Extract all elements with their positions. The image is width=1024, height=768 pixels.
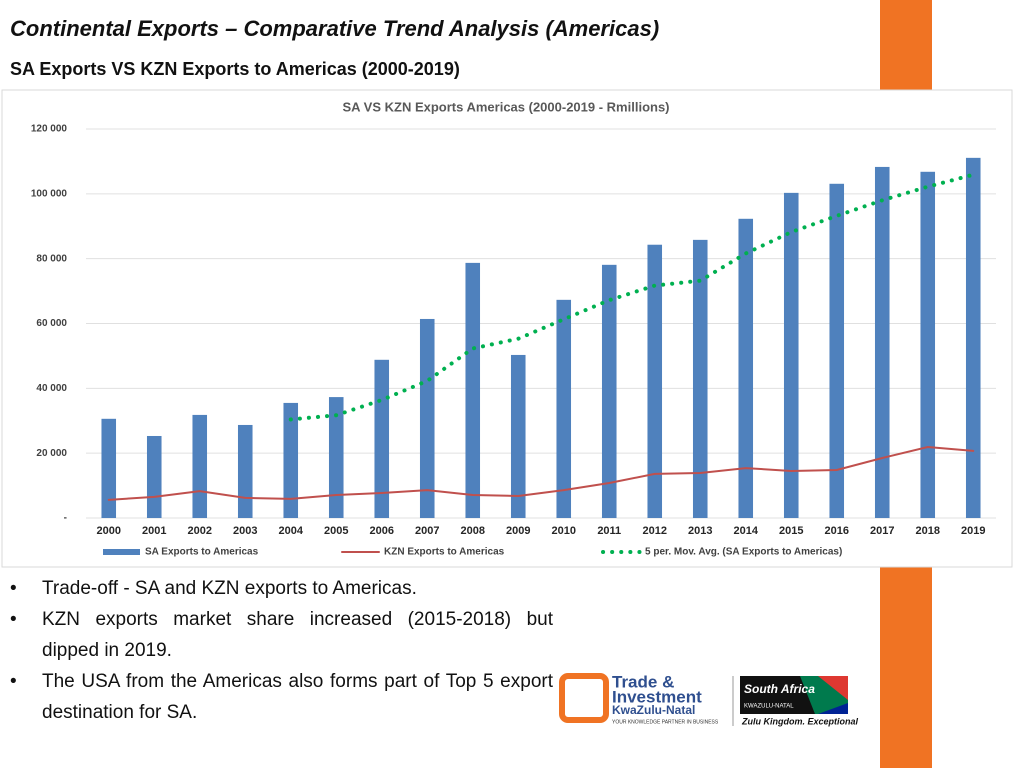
logo-text: Zulu Kingdom. Exceptional: [741, 716, 859, 726]
x-tick-label: 2001: [142, 525, 166, 537]
x-tick-label: 2011: [597, 525, 621, 537]
bar: [647, 244, 663, 519]
y-tick-label: 80 000: [36, 253, 67, 264]
bullet: The USA from the Americas also forms par…: [8, 666, 553, 728]
slide-subtitle: SA Exports VS KZN Exports to Americas (2…: [10, 59, 460, 79]
x-tick-label: 2012: [643, 525, 667, 537]
bar: [192, 414, 208, 518]
bar: [237, 424, 253, 518]
bar: [419, 318, 435, 518]
bar: [556, 299, 572, 518]
x-tick-label: 2007: [415, 525, 439, 537]
logo-text: YOUR KNOWLEDGE PARTNER IN BUSINESS: [612, 719, 719, 725]
bar: [601, 264, 617, 518]
x-tick-label: 2014: [734, 525, 759, 537]
x-tick-label: 2013: [688, 525, 712, 537]
legend-swatch: [103, 549, 140, 555]
logos: Trade & Investment KwaZulu-Natal YOUR KN…: [559, 672, 859, 726]
bar: [465, 262, 481, 518]
y-tick-label: 40 000: [36, 383, 67, 394]
x-tick-label: 2002: [188, 525, 212, 537]
flag: [818, 703, 848, 714]
x-tick-label: 2009: [506, 525, 530, 537]
y-tick-label: 20 000: [36, 448, 67, 459]
flag: [800, 676, 848, 714]
bar: [146, 435, 162, 518]
x-tick-label: 2019: [961, 525, 985, 537]
x-tick-label: 2010: [552, 525, 576, 537]
x-tick-label: 2016: [825, 525, 849, 537]
bar: [510, 354, 526, 518]
logo-text: KWAZULU-NATAL: [744, 704, 794, 710]
bar: [101, 418, 117, 518]
chart-frame: [1, 89, 1013, 568]
logo-text: South Africa: [744, 682, 815, 696]
logo-text: Trade &: [612, 672, 674, 691]
x-tick-label: 2008: [461, 525, 485, 537]
bar: [783, 192, 799, 518]
y-tick-label: -: [64, 513, 67, 524]
bar: [965, 157, 981, 518]
bar: [328, 397, 344, 518]
y-tick-label: 120 000: [31, 124, 68, 135]
logo-text: Investment: [612, 687, 702, 706]
x-tick-label: 2000: [97, 525, 121, 537]
line: [107, 445, 975, 501]
bullet: Trade-off - SA and KZN exports to Americ…: [8, 573, 553, 604]
flag: [818, 676, 848, 700]
x-tick-label: 2005: [324, 525, 348, 537]
bar: [738, 218, 754, 518]
accent-bar: [880, 0, 932, 768]
x-tick-label: 2006: [370, 525, 394, 537]
x-tick-label: 2004: [279, 525, 304, 537]
x-tick-label: 2015: [779, 525, 803, 537]
legend-label: SA Exports to Americas: [145, 547, 259, 558]
legend-label: 5 per. Mov. Avg. (SA Exports to Americas…: [645, 547, 842, 558]
bar: [829, 183, 845, 518]
logo-text: KwaZulu-Natal: [612, 703, 695, 717]
bullet: KZN exports market share increased (2015…: [8, 604, 553, 666]
x-tick-label: 2003: [233, 525, 257, 537]
logo-icon: [559, 673, 609, 723]
slide-title: Continental Exports – Comparative Trend …: [10, 16, 660, 41]
bar: [283, 402, 299, 518]
chart-title: SA VS KZN Exports Americas (2000-2019 - …: [342, 99, 669, 114]
bar: [692, 239, 708, 519]
y-tick-label: 60 000: [36, 318, 67, 329]
bullet-list: Trade-off - SA and KZN exports to Americ…: [8, 573, 553, 728]
y-tick-label: 100 000: [31, 188, 68, 199]
bar: [374, 359, 390, 518]
moving-average-line: [288, 172, 976, 422]
logo-box: [740, 676, 848, 714]
legend-label: KZN Exports to Americas: [384, 547, 505, 558]
